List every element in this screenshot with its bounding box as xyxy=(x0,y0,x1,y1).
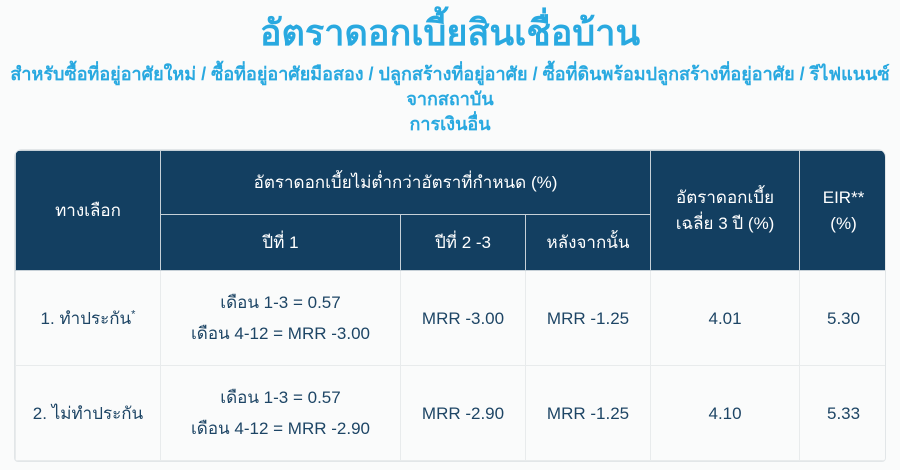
table-row-without-insurance: 2. ไม่ทำประกัน เดือน 1-3 = 0.57 เดือน 4-… xyxy=(15,365,885,462)
year-1-rate-cell: เดือน 1-3 = 0.57 เดือน 4-12 = MRR -2.90 xyxy=(160,365,401,462)
after-rate-cell: MRR -1.25 xyxy=(524,270,652,367)
page-subtitle-line-1: สำหรับซื้อที่อยู่อาศัยใหม่ / ซื้อที่อยู่… xyxy=(10,64,890,109)
rates-table: ทางเลือก อัตราดอกเบี้ยไม่ต่ำกว่าอัตราที่… xyxy=(15,150,885,462)
year-1-rate-line-2: เดือน 4-12 = MRR -2.90 xyxy=(191,418,370,438)
option-footnote-marker: * xyxy=(131,307,136,320)
header-eir-line-1: EIR** xyxy=(822,187,865,207)
after-rate-cell: MRR -1.25 xyxy=(524,365,652,462)
header-eir-line-2: (%) xyxy=(830,213,857,233)
eir-rate-cell: 5.33 xyxy=(799,365,885,462)
year-1-rate-line-1: เดือน 1-3 = 0.57 xyxy=(220,388,341,408)
page-subtitle: สำหรับซื้อที่อยู่อาศัยใหม่ / ซื้อที่อยู่… xyxy=(10,62,890,136)
avg-3yr-rate-cell: 4.10 xyxy=(650,365,801,462)
table-row-with-insurance: 1. ทำประกัน* เดือน 1-3 = 0.57 เดือน 4-12… xyxy=(15,270,885,367)
header-eir: EIR** (%) xyxy=(799,150,885,272)
page-title: อัตราดอกเบี้ยสินเชื่อบ้าน xyxy=(259,12,641,53)
year-1-rate-line-1: เดือน 1-3 = 0.57 xyxy=(220,293,341,313)
header-rate-group: อัตราดอกเบี้ยไม่ต่ำกว่าอัตราที่กำหนด (%) xyxy=(159,150,652,216)
option-cell: 1. ทำประกัน* xyxy=(15,270,161,367)
year-1-rate-line-2: เดือน 4-12 = MRR -3.00 xyxy=(191,323,370,343)
rates-table-container: ทางเลือก อัตราดอกเบี้ยไม่ต่ำกว่าอัตราที่… xyxy=(14,149,886,463)
option-cell: 2. ไม่ทำประกัน xyxy=(15,365,161,462)
header-option: ทางเลือก xyxy=(15,150,161,272)
header-avg-3yr-line-1: อัตราดอกเบี้ย xyxy=(676,187,775,207)
header-avg-3yr: อัตราดอกเบี้ย เฉลี่ย 3 ปี (%) xyxy=(650,150,801,272)
avg-3yr-rate-cell: 4.01 xyxy=(650,270,801,367)
year-1-rate-cell: เดือน 1-3 = 0.57 เดือน 4-12 = MRR -3.00 xyxy=(160,270,401,367)
option-label: 1. ทำประกัน xyxy=(40,308,132,328)
header-after-that: หลังจากนั้น xyxy=(524,214,652,272)
header-avg-3yr-line-2: เฉลี่ย 3 ปี (%) xyxy=(675,213,775,233)
header-year-2-3: ปีที่ 2 -3 xyxy=(400,214,526,272)
year-2-3-rate-cell: MRR -3.00 xyxy=(400,270,526,367)
page-subtitle-line-2: การเงินอื่น xyxy=(409,113,491,134)
year-2-3-rate-cell: MRR -2.90 xyxy=(400,365,526,462)
header-year-1: ปีที่ 1 xyxy=(160,214,401,272)
eir-rate-cell: 5.30 xyxy=(799,270,885,367)
option-label: 2. ไม่ทำประกัน xyxy=(32,403,144,423)
